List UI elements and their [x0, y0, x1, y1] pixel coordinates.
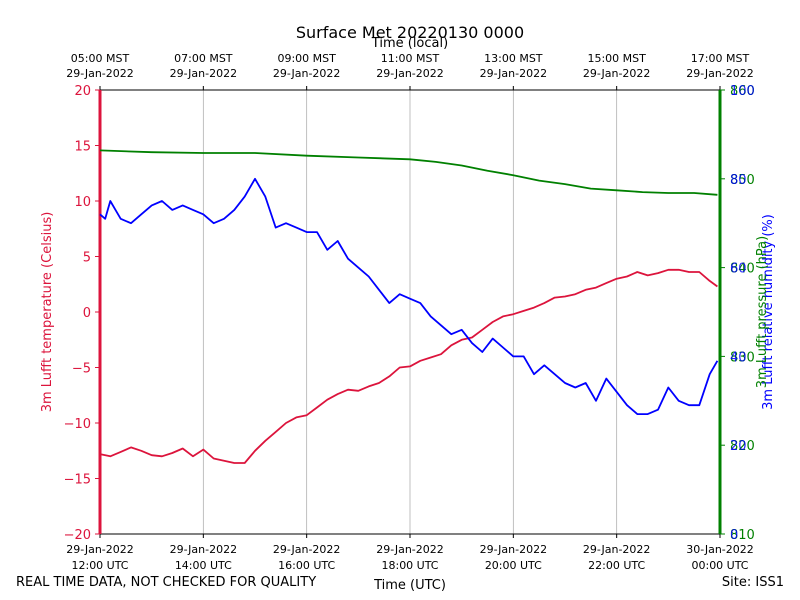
series-line-3m-lufft-temperature — [99, 268, 718, 464]
right-humidity-tick-label-3: 60 — [730, 262, 747, 277]
bottom-tick-label-5: 22:00 UTC — [588, 559, 645, 572]
top-tick-label-1: 07:00 MST — [174, 52, 233, 65]
right-pressure-tick-label-3: 840 — [730, 262, 755, 277]
right-pressure-tick-label-5: 860 — [730, 84, 755, 99]
bottom-tick-date-2: 29-Jan-2022 — [273, 543, 341, 556]
bottom-tick-label-6: 00:00 UTC — [691, 559, 748, 572]
top-tick-date-5: 29-Jan-2022 — [583, 67, 651, 80]
top-tick-label-2: 09:00 MST — [277, 52, 336, 65]
bottom-tick-label-0: 12:00 UTC — [71, 559, 128, 572]
bottom-tick-label-2: 16:00 UTC — [278, 559, 335, 572]
top-tick-label-4: 13:00 MST — [484, 52, 543, 65]
bottom-tick-date-1: 29-Jan-2022 — [170, 543, 238, 556]
bottom-tick-date-4: 29-Jan-2022 — [480, 543, 548, 556]
left-tick-label-0: −20 — [64, 528, 91, 543]
right-humidity-tick-label-1: 20 — [730, 439, 747, 454]
left-tick-label-4: 0 — [83, 306, 91, 321]
top-tick-label-5: 15:00 MST — [587, 52, 646, 65]
site-label: Site: ISS1 — [721, 575, 784, 590]
top-tick-label-6: 17:00 MST — [691, 52, 750, 65]
left-tick-label-7: 15 — [74, 140, 91, 155]
left-tick-label-2: −10 — [64, 417, 91, 432]
bottom-tick-label-4: 20:00 UTC — [485, 559, 542, 572]
top-tick-date-6: 29-Jan-2022 — [686, 67, 754, 80]
top-tick-date-3: 29-Jan-2022 — [376, 67, 444, 80]
right-humidity-tick-label-4: 80 — [730, 173, 747, 188]
right-humidity-tick-label-2: 40 — [730, 350, 747, 365]
x-axis-label: Time (UTC) — [373, 578, 446, 593]
right-pressure-tick-label-0: 810 — [730, 528, 755, 543]
chart-title: Surface Met 20220130 0000 — [296, 23, 524, 42]
right-pressure-tick-label-1: 820 — [730, 439, 755, 454]
series-line-3m-lufft-pressure — [99, 149, 718, 196]
bottom-tick-date-6: 30-Jan-2022 — [686, 543, 754, 556]
left-axis-label: 3m Lufft temperature (Celsius) — [40, 212, 55, 413]
right-pressure-axis-label: 3m Lufft pressure (hPa) — [755, 236, 770, 388]
top-tick-date-1: 29-Jan-2022 — [170, 67, 238, 80]
left-tick-label-1: −15 — [64, 473, 91, 488]
top-tick-date-0: 29-Jan-2022 — [66, 67, 134, 80]
bottom-tick-label-3: 18:00 UTC — [381, 559, 438, 572]
right-humidity-axis-label: 3m Lufft relative humidity (%) — [761, 214, 776, 410]
top-tick-label-0: 05:00 MST — [71, 52, 130, 65]
right-humidity-tick-label-0: 0 — [730, 528, 738, 543]
left-tick-label-3: −5 — [72, 362, 91, 377]
left-tick-label-8: 20 — [74, 84, 91, 99]
top-tick-label-3: 11:00 MST — [381, 52, 440, 65]
top-tick-date-2: 29-Jan-2022 — [273, 67, 341, 80]
left-tick-label-5: 5 — [83, 251, 91, 266]
right-pressure-tick-label-4: 850 — [730, 173, 755, 188]
left-tick-label-6: 10 — [74, 195, 91, 210]
series-line-3m-lufft-relative-humidity — [99, 177, 719, 416]
bottom-tick-date-0: 29-Jan-2022 — [66, 543, 134, 556]
bottom-tick-date-3: 29-Jan-2022 — [376, 543, 444, 556]
top-axis-label: Time (local) — [371, 36, 448, 51]
right-humidity-tick-label-5: 100 — [730, 84, 755, 99]
quality-disclaimer: REAL TIME DATA, NOT CHECKED FOR QUALITY — [16, 575, 317, 590]
bottom-tick-label-1: 14:00 UTC — [175, 559, 232, 572]
top-tick-date-4: 29-Jan-2022 — [480, 67, 548, 80]
bottom-tick-date-5: 29-Jan-2022 — [583, 543, 651, 556]
right-pressure-tick-label-2: 830 — [730, 350, 755, 365]
